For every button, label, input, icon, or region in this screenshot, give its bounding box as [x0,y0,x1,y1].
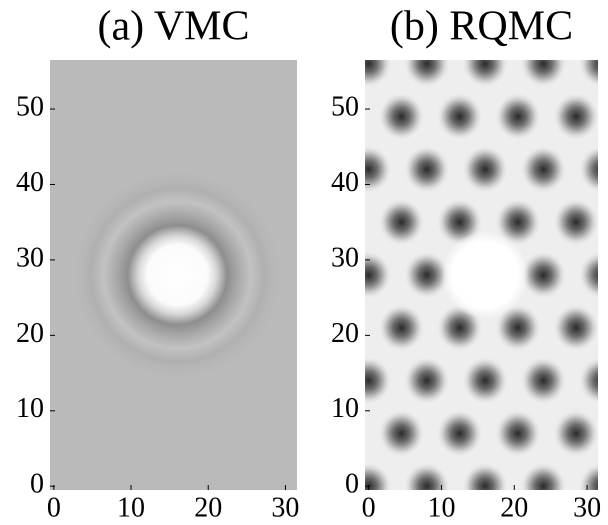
y-tick-label: 50 [331,91,359,122]
y-tick-label: 10 [16,393,44,424]
heatmap-spot [365,462,392,490]
x-tick-label: 20 [500,492,528,523]
y-tick-label: 20 [16,318,44,349]
heatmap-spot [461,356,509,405]
y-tick-label: 0 [345,469,359,500]
heatmap-spot [520,356,567,405]
heatmap-spot [461,60,509,88]
heatmap-spot [552,92,598,141]
heatmap-spot [403,356,451,405]
y-tick-label: 10 [331,393,359,424]
panel-title: (b) RQMC [390,4,573,50]
heatmap-spot [578,251,598,299]
x-tick-label: 30 [573,492,601,523]
y-tick-label: 50 [16,91,44,122]
heatmap-spot [378,409,425,458]
heatmap-spot [578,356,598,405]
heatmap-spot [494,92,542,141]
heatmap-spot [578,60,598,88]
heatmap-spot [552,198,598,247]
x-tick-label: 0 [47,492,61,523]
y-tick-label: 30 [331,242,359,273]
x-tick-label: 10 [427,492,455,523]
heatmap-spot [578,462,598,490]
panel: (b) RQMC 0 10 20 30 0 10 20 30 40 50 [331,4,601,524]
heatmap-spot [520,250,567,300]
heatmap [365,60,598,490]
panel-title: (a) VMC [97,4,249,50]
heatmap-spot [461,462,509,490]
heatmap-spot [365,145,392,194]
heatmap-spot [436,409,483,458]
heatmap-spot [494,198,542,247]
heatmap-spot [494,303,542,352]
y-tick-label: 40 [16,167,44,198]
heatmap-spot [365,356,392,405]
heatmap [50,60,297,490]
heatmap-spot [552,409,598,458]
heatmap-spot [403,462,451,490]
y-tick-label: 30 [16,242,44,273]
heatmap-spot [365,250,392,300]
heatmap-spot [520,60,567,88]
heatmap-spot [436,92,483,141]
heatmap-spot [461,145,509,194]
heatmap-spot [552,303,598,352]
heatmap-ring-disc [69,166,286,384]
heatmap-spot [403,145,451,194]
heatmap-spot [365,60,392,88]
y-tick-label: 0 [30,469,44,500]
heatmap-ring-group [69,166,286,384]
heatmap-spot [520,462,567,490]
x-tick-label: 0 [362,492,376,523]
y-tick-label: 20 [331,318,359,349]
heatmap-spot [378,92,425,141]
y-tick-label: 40 [331,167,359,198]
heatmap-spot [494,409,542,458]
heatmap-spot [403,60,451,88]
heatmap-spot [403,250,451,300]
heatmap-spot [520,145,567,194]
x-tick-label: 30 [271,492,299,523]
x-tick-label: 20 [194,492,222,523]
panel: (a) VMC 0 10 20 30 0 10 20 30 40 50 [16,4,299,524]
heatmap-spot [378,303,425,352]
heatmap-spot [578,145,598,194]
x-tick-label: 10 [117,492,145,523]
heatmap-hole [441,231,529,319]
heatmap-spot [378,198,425,247]
